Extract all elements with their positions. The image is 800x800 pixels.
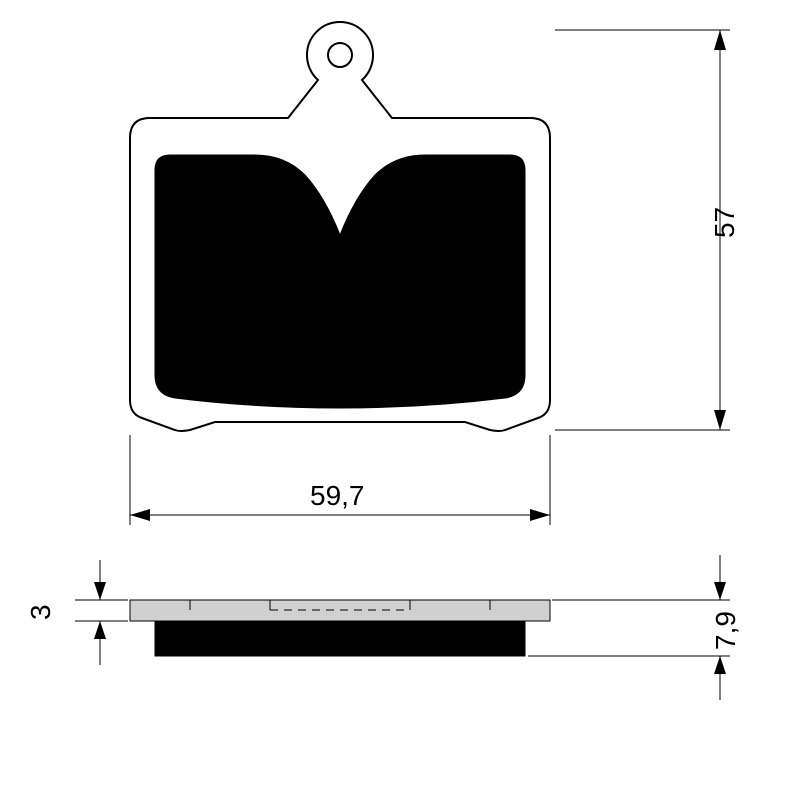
friction-pad-side (155, 621, 525, 656)
dim-backing-thickness: 3 (25, 560, 128, 665)
dim-height-label: 57 (709, 207, 740, 238)
dim-height: 57 (555, 30, 740, 430)
friction-pad-front (155, 155, 525, 408)
drawing-canvas: 59,7 57 3 7,9 (0, 0, 800, 800)
dim-width-label: 59,7 (310, 480, 365, 511)
mounting-hole (328, 43, 352, 67)
dim-total-thickness: 7,9 (528, 555, 741, 700)
side-view (130, 600, 550, 656)
dim-width: 59,7 (130, 435, 550, 525)
dim-backing-label: 3 (25, 604, 56, 620)
dim-total-label: 7,9 (710, 611, 741, 650)
front-view (130, 22, 550, 431)
